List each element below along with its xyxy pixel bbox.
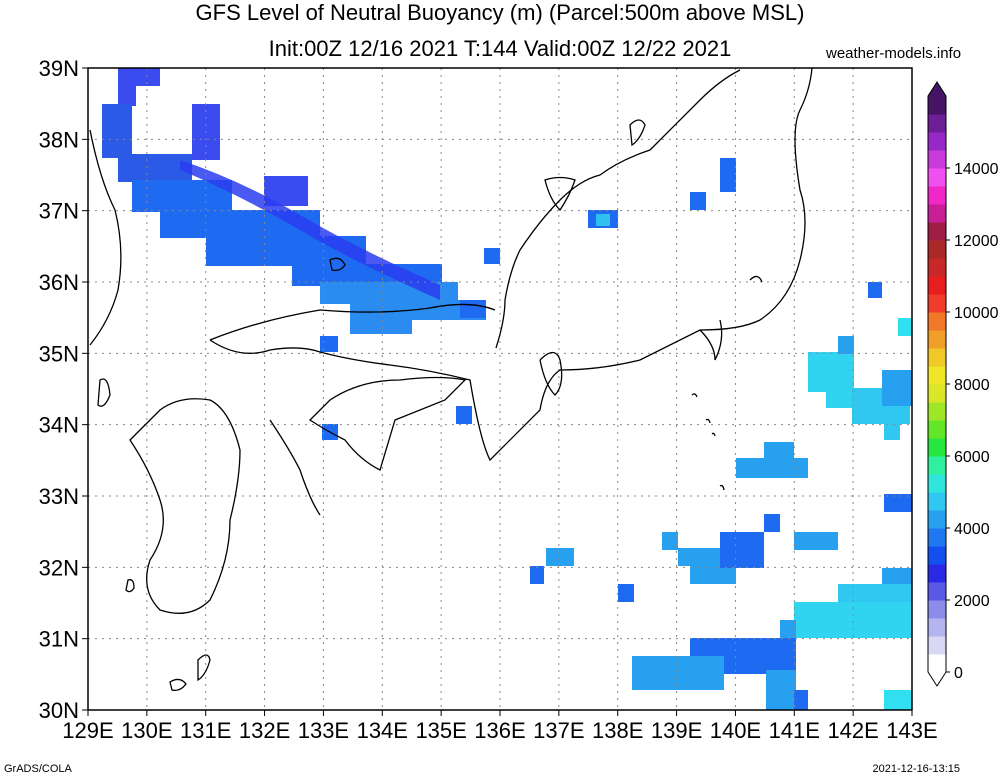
lat-label: 34N <box>39 413 79 438</box>
lon-label: 138E <box>592 718 643 743</box>
colorbar-swatch <box>928 600 946 619</box>
colorbar-swatch <box>928 312 946 331</box>
izu-islands <box>691 393 725 491</box>
colorbar-swatch <box>928 258 946 277</box>
colorbar-swatch <box>928 654 946 673</box>
lon-label: 136E <box>474 718 525 743</box>
yakushima <box>169 678 187 692</box>
honshu-north-coast <box>495 69 741 349</box>
colorbar-swatch <box>928 492 946 511</box>
colorbar-swatch <box>928 510 946 529</box>
colorbar-label: 6000 <box>954 449 990 466</box>
lon-label: 131E <box>180 718 231 743</box>
oki-islands <box>329 257 346 272</box>
map-frame <box>87 67 913 711</box>
lat-label: 39N <box>39 56 79 81</box>
colorbar-label: 2000 <box>954 593 990 610</box>
lat-label: 35N <box>39 341 79 366</box>
colorbar-swatch <box>928 420 946 439</box>
colorbar-label: 12000 <box>954 233 999 250</box>
lon-label: 132E <box>239 718 290 743</box>
colorbar-swatch <box>928 546 946 565</box>
colorbar-swatch <box>928 132 946 151</box>
colorbar-swatch <box>928 294 946 313</box>
colorbar-label: 0 <box>954 665 963 682</box>
colorbar-swatch <box>928 204 946 223</box>
colorbar-swatch <box>928 150 946 169</box>
chart-title: GFS Level of Neutral Buoyancy (m) (Parce… <box>195 0 805 25</box>
lon-label: 130E <box>121 718 172 743</box>
lon-label: 143E <box>886 718 937 743</box>
izu-peninsula <box>539 351 563 396</box>
colorbar-swatch <box>928 168 946 187</box>
lat-label: 32N <box>39 555 79 580</box>
colorbar-swatch <box>928 366 946 385</box>
shikoku-coast <box>308 376 467 471</box>
chart-subtitle: Init:00Z 12/16 2021 T:144 Valid:00Z 12/2… <box>268 36 732 61</box>
colorbar-swatch <box>928 438 946 457</box>
colorbar-label: 14000 <box>954 161 999 178</box>
latitude-labels: 39N 38N 37N 36N 35N 34N 33N 32N 31N 30N <box>39 56 88 723</box>
colorbar-labels: 0 2000 4000 6000 8000 10000 12000 14000 <box>946 161 999 682</box>
longitude-labels: 129E 130E 131E 132E 133E 134E 135E 136E 137E 138E… <box>62 710 938 743</box>
colorbar-swatch <box>928 474 946 493</box>
colorbar-swatch <box>928 114 946 133</box>
noto-peninsula <box>544 176 576 212</box>
colorbar-swatch <box>928 186 946 205</box>
lat-label: 37N <box>39 199 79 224</box>
tsushima <box>97 378 111 407</box>
colorbar-swatch <box>928 582 946 601</box>
field-north-band <box>102 68 500 440</box>
colorbar-swatch <box>928 456 946 475</box>
lon-label: 133E <box>298 718 349 743</box>
lon-label: 142E <box>827 718 878 743</box>
colorbar-swatch <box>928 96 946 115</box>
colorbar-swatch <box>928 402 946 421</box>
colorbar-swatch <box>928 636 946 655</box>
colorbar-swatch <box>928 528 946 547</box>
colorbar-swatch <box>928 330 946 349</box>
colorbar-swatch <box>928 348 946 367</box>
buoyancy-field <box>102 68 912 710</box>
lat-label: 33N <box>39 484 79 509</box>
colorbar-label: 10000 <box>954 305 999 322</box>
lat-label: 31N <box>39 627 79 652</box>
coastlines <box>89 67 813 692</box>
lon-label: 135E <box>415 718 466 743</box>
lon-label: 140E <box>710 718 761 743</box>
tanegashima <box>197 654 211 682</box>
lon-label: 141E <box>769 718 820 743</box>
footer-timestamp: 2021-12-16-13:15 <box>872 763 960 775</box>
colorbar-swatch <box>928 222 946 241</box>
colorbar-swatch <box>928 240 946 259</box>
grid-lines <box>88 68 912 710</box>
lon-label: 129E <box>62 718 113 743</box>
lat-label: 36N <box>39 270 79 295</box>
colorbar-swatch <box>928 276 946 295</box>
goto-islands <box>125 579 135 593</box>
korea-coast <box>89 129 122 346</box>
sakhalin-stub <box>749 275 763 283</box>
colorbar-swatch <box>928 618 946 637</box>
colorbar-label: 8000 <box>954 377 990 394</box>
field-east-patches <box>530 158 912 710</box>
colorbar-label: 4000 <box>954 521 990 538</box>
sado-island <box>629 119 646 147</box>
sea-coast-west <box>209 303 496 341</box>
footer-software: GrADS/COLA <box>4 763 72 775</box>
lat-label: 30N <box>39 698 79 723</box>
kyushu-coast <box>129 398 241 614</box>
colorbar-swatch <box>928 564 946 583</box>
lon-label: 139E <box>651 718 702 743</box>
honshu-pacific-coast <box>209 67 813 462</box>
lon-label: 134E <box>357 718 408 743</box>
boso-coast <box>699 319 723 361</box>
lon-label: 137E <box>533 718 584 743</box>
colorbar <box>927 81 947 687</box>
colorbar-swatch <box>928 384 946 403</box>
tosa-coast <box>269 419 321 516</box>
site-watermark: weather-models.info <box>826 45 962 62</box>
lat-label: 38N <box>39 127 79 152</box>
